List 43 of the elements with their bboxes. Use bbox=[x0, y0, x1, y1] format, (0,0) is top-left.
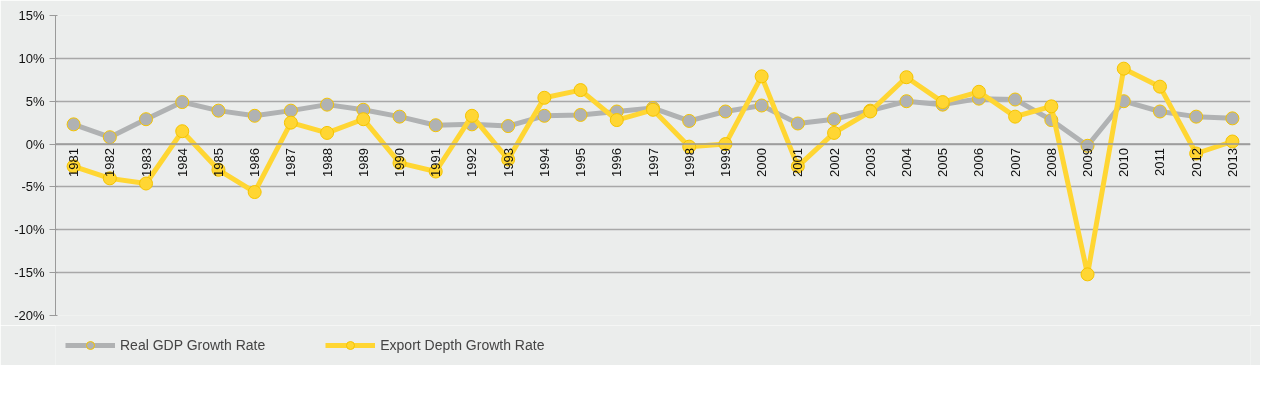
x-tick-label: 1996 bbox=[609, 148, 625, 177]
x-tick-label: 1982 bbox=[102, 148, 118, 177]
x-tick-label: 1991 bbox=[428, 148, 444, 177]
x-tick-label: 2002 bbox=[826, 148, 842, 177]
x-tick-label: 2000 bbox=[754, 148, 770, 177]
x-tick-label: 2007 bbox=[1007, 148, 1023, 177]
y-tick-label: -15% bbox=[14, 265, 45, 281]
x-tick-label: 1989 bbox=[355, 148, 371, 177]
y-tick-label: -20% bbox=[14, 308, 45, 323]
y-tick-label: 5% bbox=[25, 93, 45, 109]
x-tick-label: 2003 bbox=[862, 148, 878, 177]
x-tick-label: 1998 bbox=[681, 148, 697, 177]
y-tick-label: -10% bbox=[14, 222, 45, 238]
x-tick-label: 2006 bbox=[971, 148, 987, 177]
y-tick-label: 10% bbox=[18, 50, 45, 66]
legend-label: Real GDP Growth Rate bbox=[120, 337, 266, 353]
x-tick-label: 2008 bbox=[1043, 148, 1059, 177]
y-tick-label: -5% bbox=[21, 179, 45, 195]
x-tick-label: 1986 bbox=[247, 148, 263, 177]
x-tick-label: 1985 bbox=[210, 148, 226, 177]
x-tick-label: 1981 bbox=[66, 148, 82, 177]
x-tick-label: 2012 bbox=[1188, 148, 1204, 177]
x-tick-label: 1997 bbox=[645, 148, 661, 177]
x-tick-label: 1984 bbox=[174, 148, 190, 177]
y-tick-label: 15% bbox=[18, 8, 45, 23]
x-tick-label: 2011 bbox=[1152, 148, 1168, 177]
x-tick-label: 1987 bbox=[283, 148, 299, 177]
x-tick-label: 2009 bbox=[1080, 148, 1096, 177]
x-tick-label: 1990 bbox=[392, 148, 408, 177]
x-tick-label: 1995 bbox=[573, 148, 589, 177]
x-tick-label: 1993 bbox=[500, 148, 516, 177]
x-tick-label: 2010 bbox=[1116, 148, 1132, 177]
x-tick-label: 1992 bbox=[464, 148, 480, 177]
x-tick-label: 2005 bbox=[935, 148, 951, 177]
x-tick-label: 2004 bbox=[898, 148, 914, 177]
y-tick-label: 0% bbox=[25, 136, 45, 152]
legend-label: Export Depth Growth Rate bbox=[380, 337, 545, 353]
x-tick-label: 2001 bbox=[790, 148, 806, 177]
x-tick-label: 1994 bbox=[536, 148, 552, 177]
x-tick-label: 1988 bbox=[319, 148, 335, 177]
x-tick-label: 1999 bbox=[717, 148, 733, 177]
x-tick-label: 1983 bbox=[138, 148, 154, 177]
x-tick-label: 2013 bbox=[1224, 148, 1240, 177]
